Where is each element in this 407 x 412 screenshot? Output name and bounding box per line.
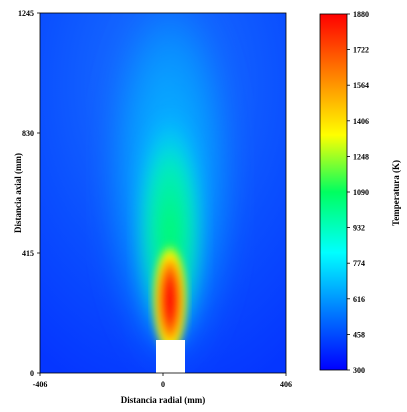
x-axis-ticks: -406 0 406 <box>33 373 292 389</box>
x-tick-label: -406 <box>33 380 48 389</box>
x-axis-label: Distancia radial (mm) <box>121 395 206 405</box>
colorbar-tick-label: 300 <box>353 366 365 375</box>
colorbar-ticks: 300 458 616 774 932 1090 1248 1406 1564 1722 1880 <box>347 10 369 375</box>
x-tick-label: 0 <box>161 380 165 389</box>
colorbar-label: Temperatura (K) <box>391 160 401 226</box>
colorbar-tick-label: 774 <box>353 259 365 268</box>
y-tick-label: 0 <box>30 369 34 378</box>
plume-core <box>152 242 188 358</box>
colorbar-tick-label: 1880 <box>353 10 369 19</box>
y-axis-label: Distancia axial (mm) <box>13 153 23 233</box>
y-tick-label: 415 <box>22 249 34 258</box>
colorbar-tick-label: 1722 <box>353 46 369 55</box>
colorbar-tick-label: 932 <box>353 224 365 233</box>
y-tick-label: 1245 <box>18 9 34 18</box>
colorbar-tick-label: 616 <box>353 295 365 304</box>
colorbar <box>319 13 348 371</box>
colorbar-tick-label: 458 <box>353 330 365 339</box>
x-tick-label: 406 <box>280 380 292 389</box>
y-axis-ticks: 0 415 830 1245 <box>18 9 40 378</box>
colorbar-tick-label: 1406 <box>353 117 369 126</box>
plume-mid <box>134 115 206 355</box>
nozzle-obstacle <box>156 340 185 373</box>
colorbar-tick-label: 1090 <box>353 188 369 197</box>
colorbar-tick-label: 1564 <box>353 81 369 90</box>
colorbar-tick-label: 1248 <box>353 152 369 161</box>
temperature-field <box>40 13 286 373</box>
y-tick-label: 830 <box>22 129 34 138</box>
